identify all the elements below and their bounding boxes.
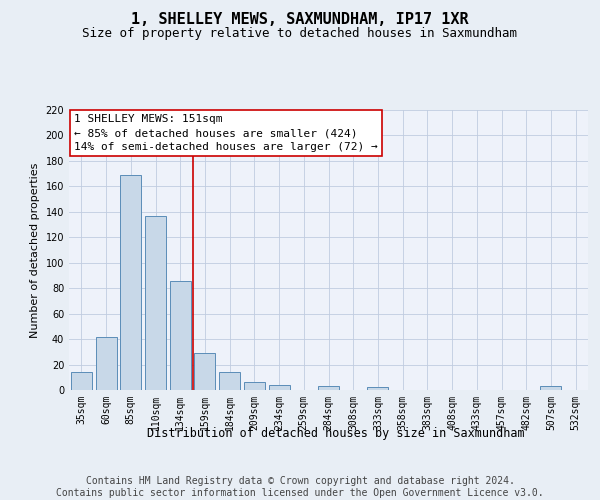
- Bar: [71, 372, 92, 390]
- Bar: [219, 372, 240, 390]
- Bar: [170, 280, 191, 390]
- Bar: [194, 353, 215, 390]
- Bar: [95, 336, 116, 390]
- Bar: [120, 175, 141, 390]
- Text: Size of property relative to detached houses in Saxmundham: Size of property relative to detached ho…: [83, 28, 517, 40]
- Bar: [244, 382, 265, 390]
- Bar: [318, 386, 339, 390]
- Bar: [367, 388, 388, 390]
- Text: 1 SHELLEY MEWS: 151sqm
← 85% of detached houses are smaller (424)
14% of semi-de: 1 SHELLEY MEWS: 151sqm ← 85% of detached…: [74, 114, 378, 152]
- Bar: [269, 385, 290, 390]
- Text: 1, SHELLEY MEWS, SAXMUNDHAM, IP17 1XR: 1, SHELLEY MEWS, SAXMUNDHAM, IP17 1XR: [131, 12, 469, 28]
- Text: Distribution of detached houses by size in Saxmundham: Distribution of detached houses by size …: [147, 428, 525, 440]
- Bar: [145, 216, 166, 390]
- Y-axis label: Number of detached properties: Number of detached properties: [30, 162, 40, 338]
- Bar: [541, 386, 562, 390]
- Text: Contains HM Land Registry data © Crown copyright and database right 2024.
Contai: Contains HM Land Registry data © Crown c…: [56, 476, 544, 498]
